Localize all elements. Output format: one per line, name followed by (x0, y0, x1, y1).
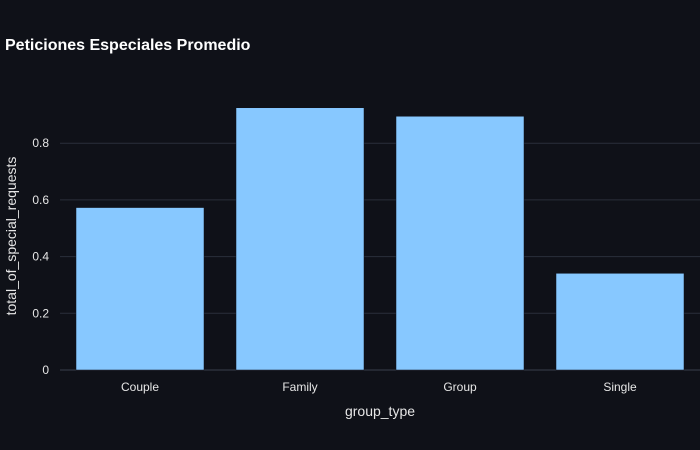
y-tick-label: 0 (42, 363, 49, 377)
y-tick-label: 0.6 (32, 193, 49, 207)
y-axis-ticks: 0 0.2 0.4 0.6 0.8 (32, 136, 49, 377)
bar-single[interactable] (555, 273, 685, 371)
y-tick-label: 0.4 (32, 250, 49, 264)
x-tick-label: Family (282, 380, 317, 394)
y-tick-label: 0.8 (32, 136, 49, 150)
x-axis-ticks: Couple Family Group Single (121, 380, 637, 394)
bar-couple[interactable] (75, 207, 205, 371)
x-tick-label: Group (443, 380, 477, 394)
chart-title: Peticiones Especiales Promedio (5, 37, 251, 54)
x-axis-title: group_type (345, 403, 415, 419)
y-tick-label: 0.2 (32, 306, 49, 320)
bar-group[interactable] (395, 116, 525, 371)
bar-family[interactable] (235, 107, 365, 371)
y-axis-title: total_of_special_requests (3, 157, 19, 316)
bars (75, 107, 685, 371)
x-tick-label: Couple (121, 380, 159, 394)
x-tick-label: Single (603, 380, 637, 394)
